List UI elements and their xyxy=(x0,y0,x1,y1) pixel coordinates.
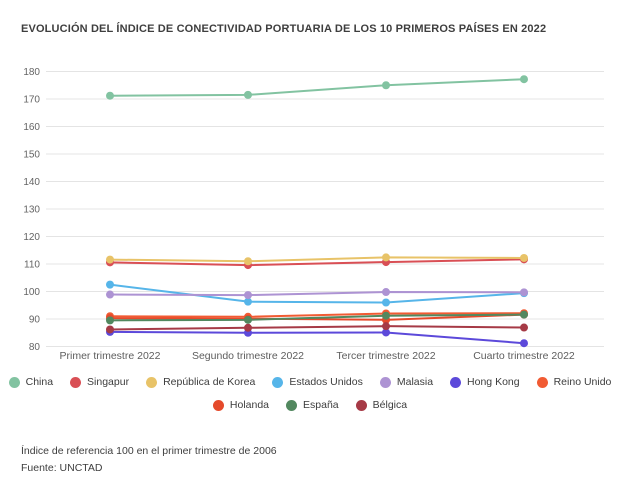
data-point-malasia xyxy=(520,288,528,297)
series-line-malasia xyxy=(109,291,525,297)
legend-swatch-icon xyxy=(536,376,548,388)
series-line-republica-de-korea xyxy=(109,256,525,263)
series-line-reino-unido xyxy=(109,312,525,318)
data-point-belgica xyxy=(520,323,528,332)
y-tick-label: 130 xyxy=(23,205,40,216)
legend-label: Malasia xyxy=(396,376,434,388)
legend-item-malasia: Malasia xyxy=(379,376,434,388)
legend-label: Reino Unido xyxy=(553,376,612,388)
y-tick-label: 120 xyxy=(23,232,40,243)
y-tick-label: 160 xyxy=(23,122,40,133)
y-tick-label: 150 xyxy=(23,150,40,161)
legend-item-estados-unidos: Estados Unidos xyxy=(272,376,363,388)
series-line-hong-kong xyxy=(109,330,525,345)
legend-swatch-icon xyxy=(8,376,20,388)
x-tick-label: Primer trimestre 2022 xyxy=(60,350,161,362)
source-note: Fuente: UNCTAD xyxy=(21,462,103,474)
series-line-china xyxy=(109,78,525,97)
data-point-hong-kong xyxy=(382,328,390,337)
legend-label: Estados Unidos xyxy=(289,376,363,388)
y-tick-label: 90 xyxy=(29,315,41,326)
connectivity-line-chart: 180 170 160 150 140 130 120 110 100 90 80 Primer tr… xyxy=(23,67,604,362)
legend-label: Holanda xyxy=(229,399,270,411)
data-point-espana xyxy=(520,310,528,319)
data-point-malasia xyxy=(106,290,114,299)
series-line-singapur xyxy=(109,258,525,267)
data-point-malasia xyxy=(244,291,252,300)
y-tick-label: 80 xyxy=(29,342,41,353)
data-point-china xyxy=(520,75,528,84)
legend-item-holanda: Holanda xyxy=(212,399,270,411)
data-point-china xyxy=(382,81,390,90)
y-tick-label: 100 xyxy=(23,287,40,298)
legend-swatch-icon xyxy=(450,376,462,388)
legend-swatch-icon xyxy=(355,399,367,411)
legend-label: China xyxy=(25,376,54,388)
legend-item-china: China xyxy=(8,376,54,388)
series-line-holanda xyxy=(109,313,525,321)
legend-item-singapur: Singapur xyxy=(70,376,129,388)
legend-swatch-icon xyxy=(212,399,224,411)
legend-row: China Singapur República de Korea Estados U… xyxy=(0,376,620,388)
data-point-belgica xyxy=(244,323,252,332)
chart-title: EVOLUCIÓN DEL ÍNDICE DE CONECTIVIDAD POR… xyxy=(21,23,547,35)
y-tick-label: 110 xyxy=(24,260,40,271)
data-point-estados-unidos xyxy=(382,298,390,307)
chart-footer: Índice de referencia 100 en el primer tr… xyxy=(21,443,277,477)
legend-item-republica-de-korea: República de Korea xyxy=(146,376,255,388)
data-point-espana xyxy=(382,311,390,320)
legend-label: Bélgica xyxy=(372,399,408,411)
legend-swatch-icon xyxy=(379,376,391,388)
reference-note: Índice de referencia 100 en el primer tr… xyxy=(21,445,277,457)
legend-swatch-icon xyxy=(146,376,158,388)
data-point-estados-unidos xyxy=(106,280,114,289)
legend-swatch-icon xyxy=(286,399,298,411)
legend-label: Singapur xyxy=(87,376,130,388)
series-line-estados-unidos xyxy=(109,283,525,304)
y-tick-label: 170 xyxy=(23,95,40,106)
data-point-belgica xyxy=(382,322,390,331)
data-point-republica-de-korea xyxy=(382,253,390,262)
legend-item-reino-unido: Reino Unido xyxy=(536,376,612,388)
data-point-malasia xyxy=(382,288,390,297)
data-point-republica-de-korea xyxy=(244,257,252,266)
y-tick-label: 140 xyxy=(23,177,40,188)
legend-item-espana: España xyxy=(286,399,339,411)
chart-legend: China Singapur República de Korea Estados U… xyxy=(0,376,620,422)
data-point-estados-unidos xyxy=(244,297,252,306)
x-tick-label: Tercer trimestre 2022 xyxy=(336,350,435,362)
data-point-hong-kong xyxy=(520,339,528,348)
data-point-china xyxy=(244,90,252,99)
data-point-china xyxy=(106,91,114,100)
legend-swatch-icon xyxy=(70,376,82,388)
data-point-republica-de-korea xyxy=(106,255,114,264)
series-line-espana xyxy=(109,313,525,322)
legend-label: República de Korea xyxy=(163,376,256,388)
x-tick-label: Cuarto trimestre 2022 xyxy=(473,350,575,362)
legend-label: Hong Kong xyxy=(467,376,520,388)
series-line-belgica xyxy=(109,325,525,331)
legend-swatch-icon xyxy=(272,376,284,388)
y-tick-label: 180 xyxy=(23,67,40,78)
data-point-espana xyxy=(106,316,114,325)
x-tick-label: Segundo trimestre 2022 xyxy=(192,350,304,362)
data-point-belgica xyxy=(106,325,114,334)
data-point-republica-de-korea xyxy=(520,253,528,262)
legend-item-belgica: Bélgica xyxy=(355,399,408,411)
data-point-espana xyxy=(244,315,252,324)
legend-item-hong-kong: Hong Kong xyxy=(450,376,520,388)
legend-label: España xyxy=(303,399,339,411)
legend-row: Holanda España Bélgica xyxy=(0,399,620,411)
